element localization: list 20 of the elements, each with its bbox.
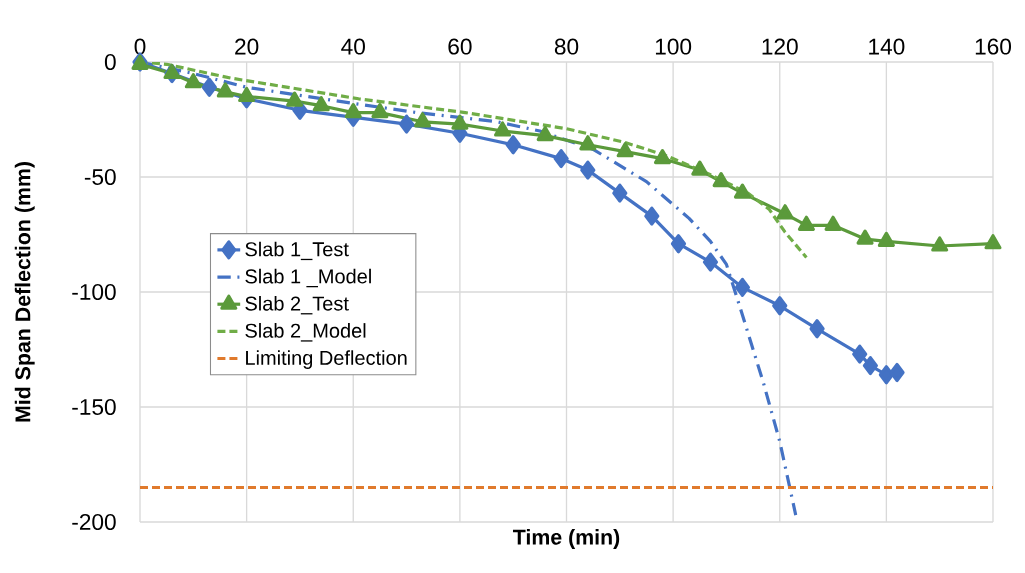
y-tick-label: -50 — [84, 168, 116, 186]
x-tick-label: 160 — [975, 38, 1012, 55]
x-tick-label: 40 — [341, 38, 365, 55]
legend-label: Limiting Deflection — [246, 350, 407, 369]
y-tick-label: -150 — [72, 398, 116, 416]
y-tick-label: -100 — [72, 283, 116, 301]
x-tick-label: 60 — [448, 38, 472, 55]
x-tick-label: 20 — [235, 38, 259, 55]
x-tick-label: 120 — [762, 38, 798, 55]
x-tick-label: 80 — [554, 38, 579, 55]
legend-label: Slab 2_Model — [245, 323, 366, 342]
x-tick-label: 100 — [655, 38, 692, 55]
x-axis-title: Time (min) — [513, 529, 620, 549]
legend-label: Slab 1 _Model — [245, 268, 371, 288]
y-axis-title: Mid Span Deflection (mm) — [14, 162, 35, 422]
legend-label: Slab 2_Test — [245, 295, 349, 315]
y-tick-label: -200 — [72, 513, 116, 531]
legend-label: Slab 1_Test — [245, 241, 349, 261]
x-tick-label: 140 — [869, 38, 905, 55]
y-tick-label: 0 — [104, 53, 116, 71]
